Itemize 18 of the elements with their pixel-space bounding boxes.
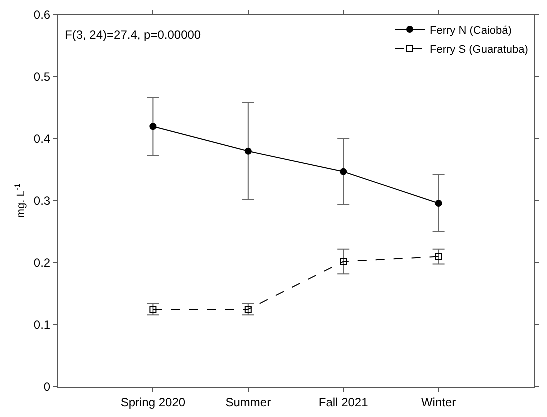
y-tick-label: 0.1	[34, 318, 51, 332]
y-tick-label: 0	[44, 380, 51, 394]
y-tick-label: 0.4	[34, 132, 51, 146]
point	[244, 148, 252, 155]
x-tick-label: Summer	[226, 395, 272, 410]
legend-label: Ferry N (Caiobá)	[430, 24, 512, 37]
point	[150, 123, 157, 130]
point	[340, 168, 348, 176]
y-tick-label: 0.6	[34, 8, 51, 22]
point	[435, 200, 442, 207]
x-tick-label: Fall 2021	[318, 395, 369, 410]
y-tick-label: 0.2	[34, 256, 51, 270]
x-tick-label: Winter	[421, 395, 456, 410]
x-tick-label: Spring 2020	[120, 395, 186, 410]
annotation: F(3, 24)=27.4, p=0.00000	[65, 28, 202, 42]
y-tick-label: 0.5	[34, 70, 51, 84]
legend-label: Ferry S (Guaratuba)	[430, 44, 528, 56]
y-tick-label: 0.3	[34, 194, 51, 208]
